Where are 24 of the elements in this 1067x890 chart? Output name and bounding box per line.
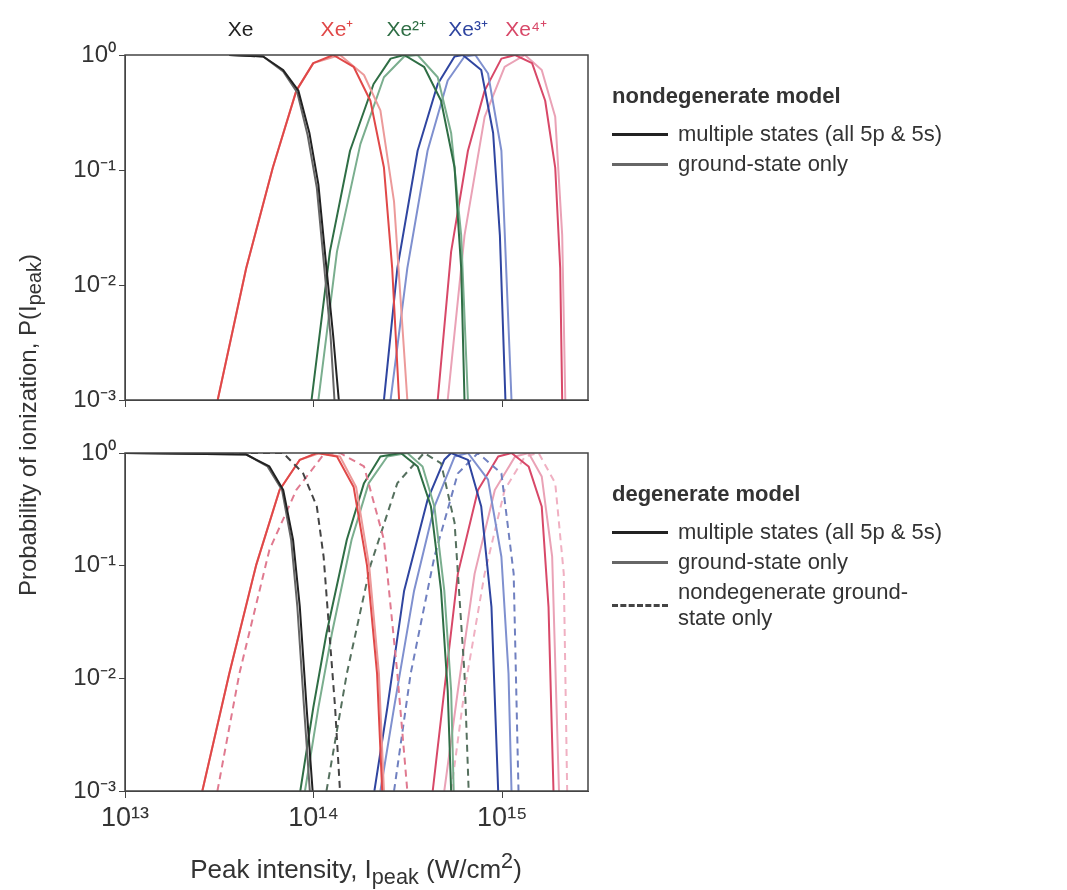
annotation: Xe <box>227 17 254 41</box>
y-tick-label: 10⁰ <box>81 39 116 67</box>
legend-label: nondegenerate ground-state only <box>678 579 909 631</box>
x-axis-title: Peak intensity, I$_{peak}$ (W/cm$^{2}$) <box>190 848 522 890</box>
legend-label: ground-state only <box>678 151 848 177</box>
annotation: Xe⁺ <box>320 17 354 41</box>
legend-label: ground-state only <box>678 549 848 575</box>
y-tick-label: 10⁻¹ <box>73 154 117 182</box>
annotation: Xe⁴⁺ <box>505 17 548 41</box>
annotation: Xe³⁺ <box>448 17 489 41</box>
y-tick-label: 10⁻¹ <box>73 550 117 578</box>
y-tick-label: 10⁻³ <box>73 775 117 803</box>
legend-label: multiple states (all 5p & 5s) <box>678 519 943 545</box>
legend-label: multiple states (all 5p & 5s) <box>678 121 943 147</box>
legend-title: nondegenerate model <box>612 83 842 109</box>
y-tick-label: 10⁻² <box>73 662 117 690</box>
annotation: Xe²⁺ <box>386 17 427 41</box>
x-tick-label: 10¹⁴ <box>288 801 339 832</box>
x-tick-label: 10¹³ <box>100 801 150 832</box>
legend-title: degenerate model <box>612 481 802 507</box>
y-tick-label: 10⁰ <box>81 437 116 465</box>
x-tick-label: 10¹⁵ <box>477 801 528 832</box>
y-tick-label: 10⁻³ <box>73 384 117 412</box>
y-tick-label: 10⁻² <box>73 269 117 297</box>
